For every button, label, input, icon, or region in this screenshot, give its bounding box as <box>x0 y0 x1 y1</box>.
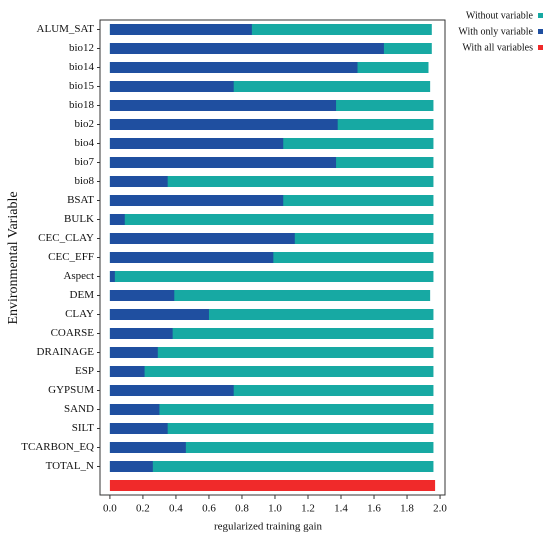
bar <box>109 366 145 377</box>
bar <box>109 385 234 396</box>
y-tick-label: GYPSUM <box>48 384 94 396</box>
bar <box>109 176 168 187</box>
bar <box>109 214 125 225</box>
x-tick-label: 0.4 <box>169 503 183 515</box>
bar <box>109 81 431 92</box>
x-tick-label: 1.0 <box>268 503 282 515</box>
bar <box>109 404 160 415</box>
bar <box>109 347 158 358</box>
bar <box>109 138 284 149</box>
bar <box>109 480 436 491</box>
y-tick-label: BULK <box>64 213 94 225</box>
y-tick-label: TOTAL_N <box>46 460 94 472</box>
x-tick-label: 0.6 <box>202 503 216 515</box>
y-axis-label: Environmental Variable <box>6 191 21 324</box>
bar <box>109 24 252 35</box>
bar <box>109 347 434 358</box>
bar <box>109 157 337 168</box>
x-tick-label: 1.8 <box>400 503 414 515</box>
bar <box>109 233 295 244</box>
y-tick-label: CEC_CLAY <box>38 232 94 244</box>
y-tick-label: bio4 <box>74 137 94 149</box>
bar <box>109 461 434 472</box>
x-tick-label: 1.4 <box>334 503 348 515</box>
bar <box>109 461 153 472</box>
bar <box>109 328 434 339</box>
y-tick-label: bio12 <box>69 42 94 54</box>
bar <box>109 252 274 263</box>
x-axis-label: regularized training gain <box>214 521 323 533</box>
y-tick-label: DEM <box>70 289 95 301</box>
legend-label: With only variable <box>458 26 533 37</box>
x-tick-label: 0.8 <box>235 503 249 515</box>
bar <box>109 442 434 453</box>
bar <box>109 309 434 320</box>
bar <box>109 309 209 320</box>
bar <box>109 24 432 35</box>
bar <box>109 290 175 301</box>
bar <box>109 271 115 282</box>
bar <box>109 328 173 339</box>
bar <box>109 404 434 415</box>
y-tick-label: CEC_EFF <box>48 251 94 263</box>
y-tick-label: bio15 <box>69 80 95 92</box>
y-tick-label: Aspect <box>63 270 94 282</box>
y-tick-label: DRAINAGE <box>37 346 95 358</box>
bar <box>109 271 434 282</box>
bar <box>109 100 337 111</box>
legend-label: Without variable <box>466 10 534 21</box>
y-tick-label: CLAY <box>65 308 94 320</box>
legend-label: With all variables <box>462 42 533 53</box>
y-tick-label: ESP <box>75 365 94 377</box>
y-tick-label: ALUM_SAT <box>37 23 95 35</box>
bar <box>109 119 338 130</box>
bar <box>109 43 384 54</box>
bar <box>109 423 434 434</box>
bar <box>109 423 168 434</box>
x-tick-label: 1.6 <box>367 503 381 515</box>
y-tick-label: bio8 <box>74 175 94 187</box>
bar <box>109 62 358 73</box>
bar <box>109 385 434 396</box>
bar <box>109 442 186 453</box>
bar <box>109 366 434 377</box>
x-tick-label: 2.0 <box>433 503 447 515</box>
y-tick-label: bio2 <box>74 118 94 130</box>
y-tick-label: BSAT <box>67 194 94 206</box>
y-tick-label: bio14 <box>69 61 95 73</box>
bar <box>109 81 234 92</box>
bar <box>109 214 434 225</box>
y-tick-label: TCARBON_EQ <box>21 441 94 453</box>
x-tick-label: 1.2 <box>301 503 315 515</box>
bar <box>109 195 284 206</box>
y-tick-label: SILT <box>72 422 94 434</box>
legend-swatch <box>538 13 543 18</box>
y-tick-label: COARSE <box>51 327 95 339</box>
y-tick-label: bio7 <box>74 156 94 168</box>
bar <box>109 290 431 301</box>
legend-swatch <box>538 45 543 50</box>
legend-swatch <box>538 29 543 34</box>
bar <box>109 176 434 187</box>
y-tick-label: bio18 <box>69 99 95 111</box>
x-tick-label: 0.0 <box>103 503 117 515</box>
y-tick-label: SAND <box>64 403 94 415</box>
x-tick-label: 0.2 <box>136 503 150 515</box>
